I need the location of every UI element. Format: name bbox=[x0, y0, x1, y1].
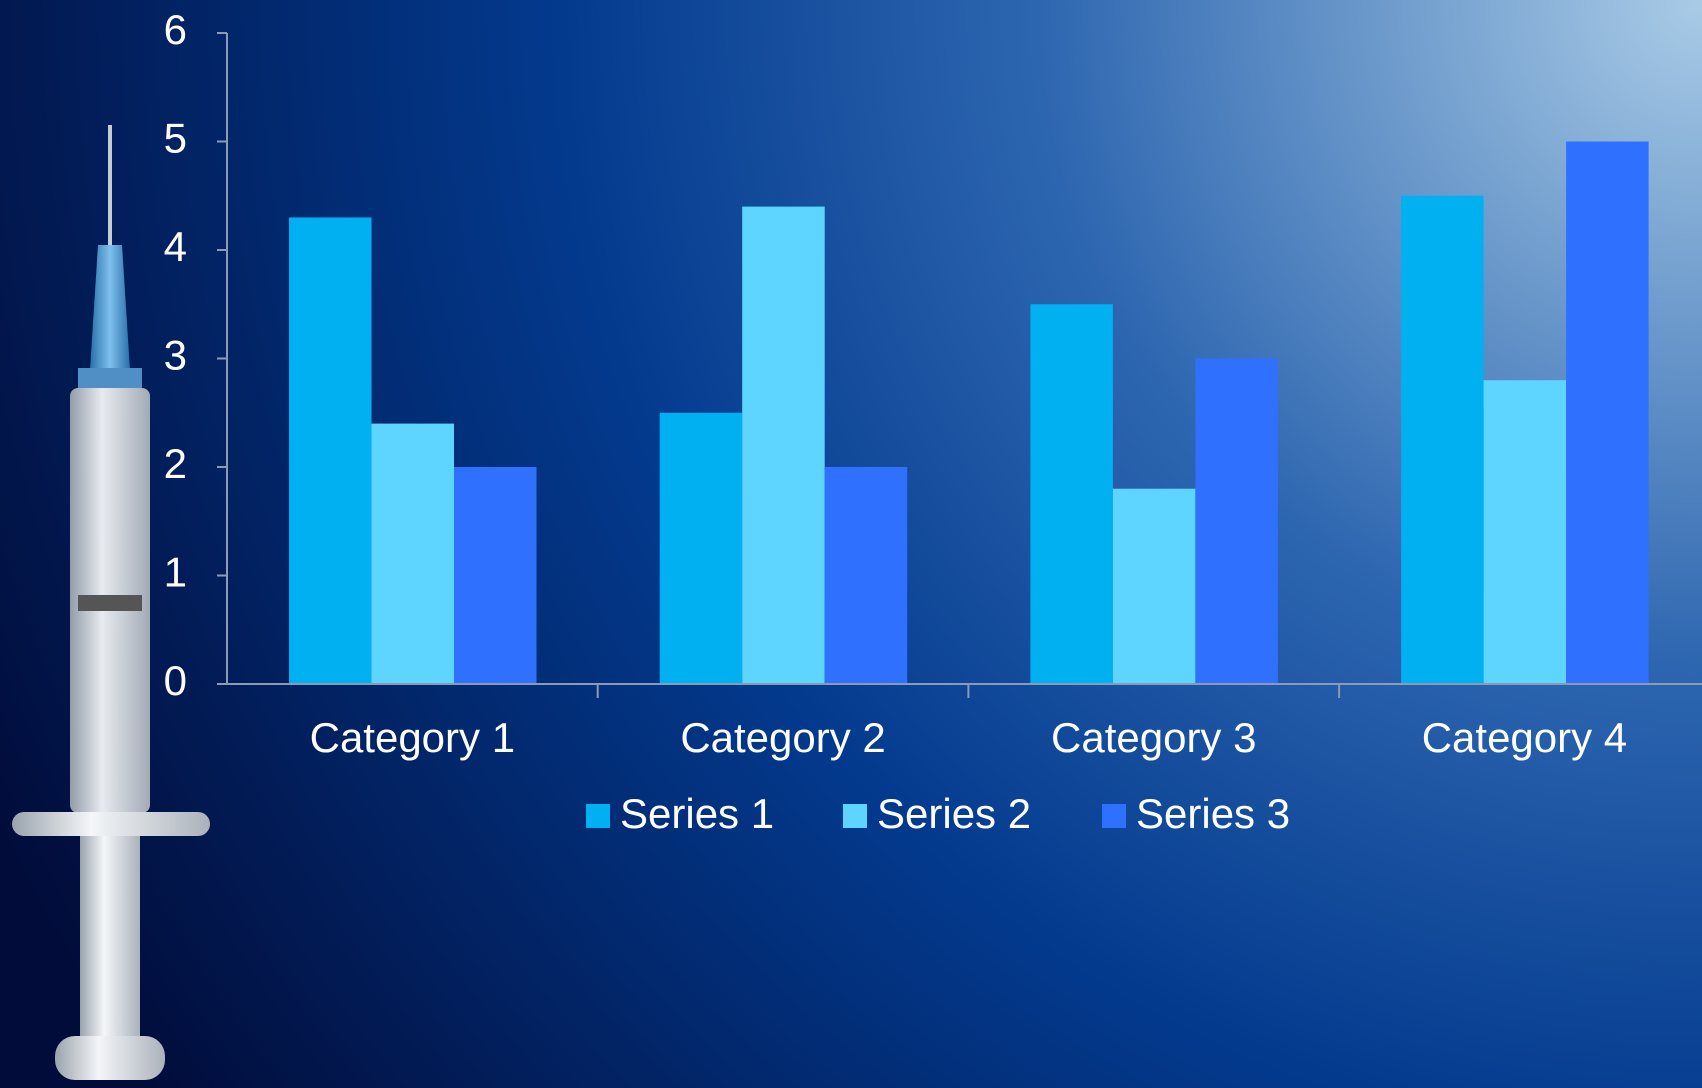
y-tick-label: 0 bbox=[164, 657, 187, 704]
bar bbox=[1566, 141, 1649, 684]
x-tick-label: Category 4 bbox=[1422, 714, 1627, 761]
legend-swatch bbox=[586, 804, 610, 828]
bar bbox=[1483, 380, 1567, 684]
bar bbox=[824, 467, 908, 684]
bar bbox=[454, 467, 537, 684]
bar bbox=[289, 217, 372, 684]
syringe bbox=[12, 125, 210, 1080]
y-tick-label: 4 bbox=[164, 223, 187, 270]
x-tick-label: Category 1 bbox=[310, 714, 515, 761]
y-tick-label: 1 bbox=[164, 549, 187, 596]
x-tick-label: Category 2 bbox=[680, 714, 885, 761]
legend-label: Series 3 bbox=[1136, 790, 1290, 837]
y-tick-label: 3 bbox=[164, 332, 187, 379]
bar bbox=[1401, 195, 1484, 684]
bar bbox=[1112, 488, 1196, 684]
bar bbox=[1195, 358, 1278, 684]
y-tick-label: 6 bbox=[164, 6, 187, 53]
bar bbox=[659, 412, 743, 684]
bar bbox=[742, 206, 825, 684]
bar bbox=[371, 423, 454, 684]
bar bbox=[1030, 304, 1113, 684]
legend-swatch bbox=[1102, 804, 1126, 828]
y-tick-label: 5 bbox=[164, 115, 187, 162]
legend-swatch bbox=[843, 804, 867, 828]
y-tick-label: 2 bbox=[164, 440, 187, 487]
x-tick-label: Category 3 bbox=[1051, 714, 1256, 761]
legend-label: Series 1 bbox=[620, 790, 774, 837]
legend-label: Series 2 bbox=[877, 790, 1031, 837]
